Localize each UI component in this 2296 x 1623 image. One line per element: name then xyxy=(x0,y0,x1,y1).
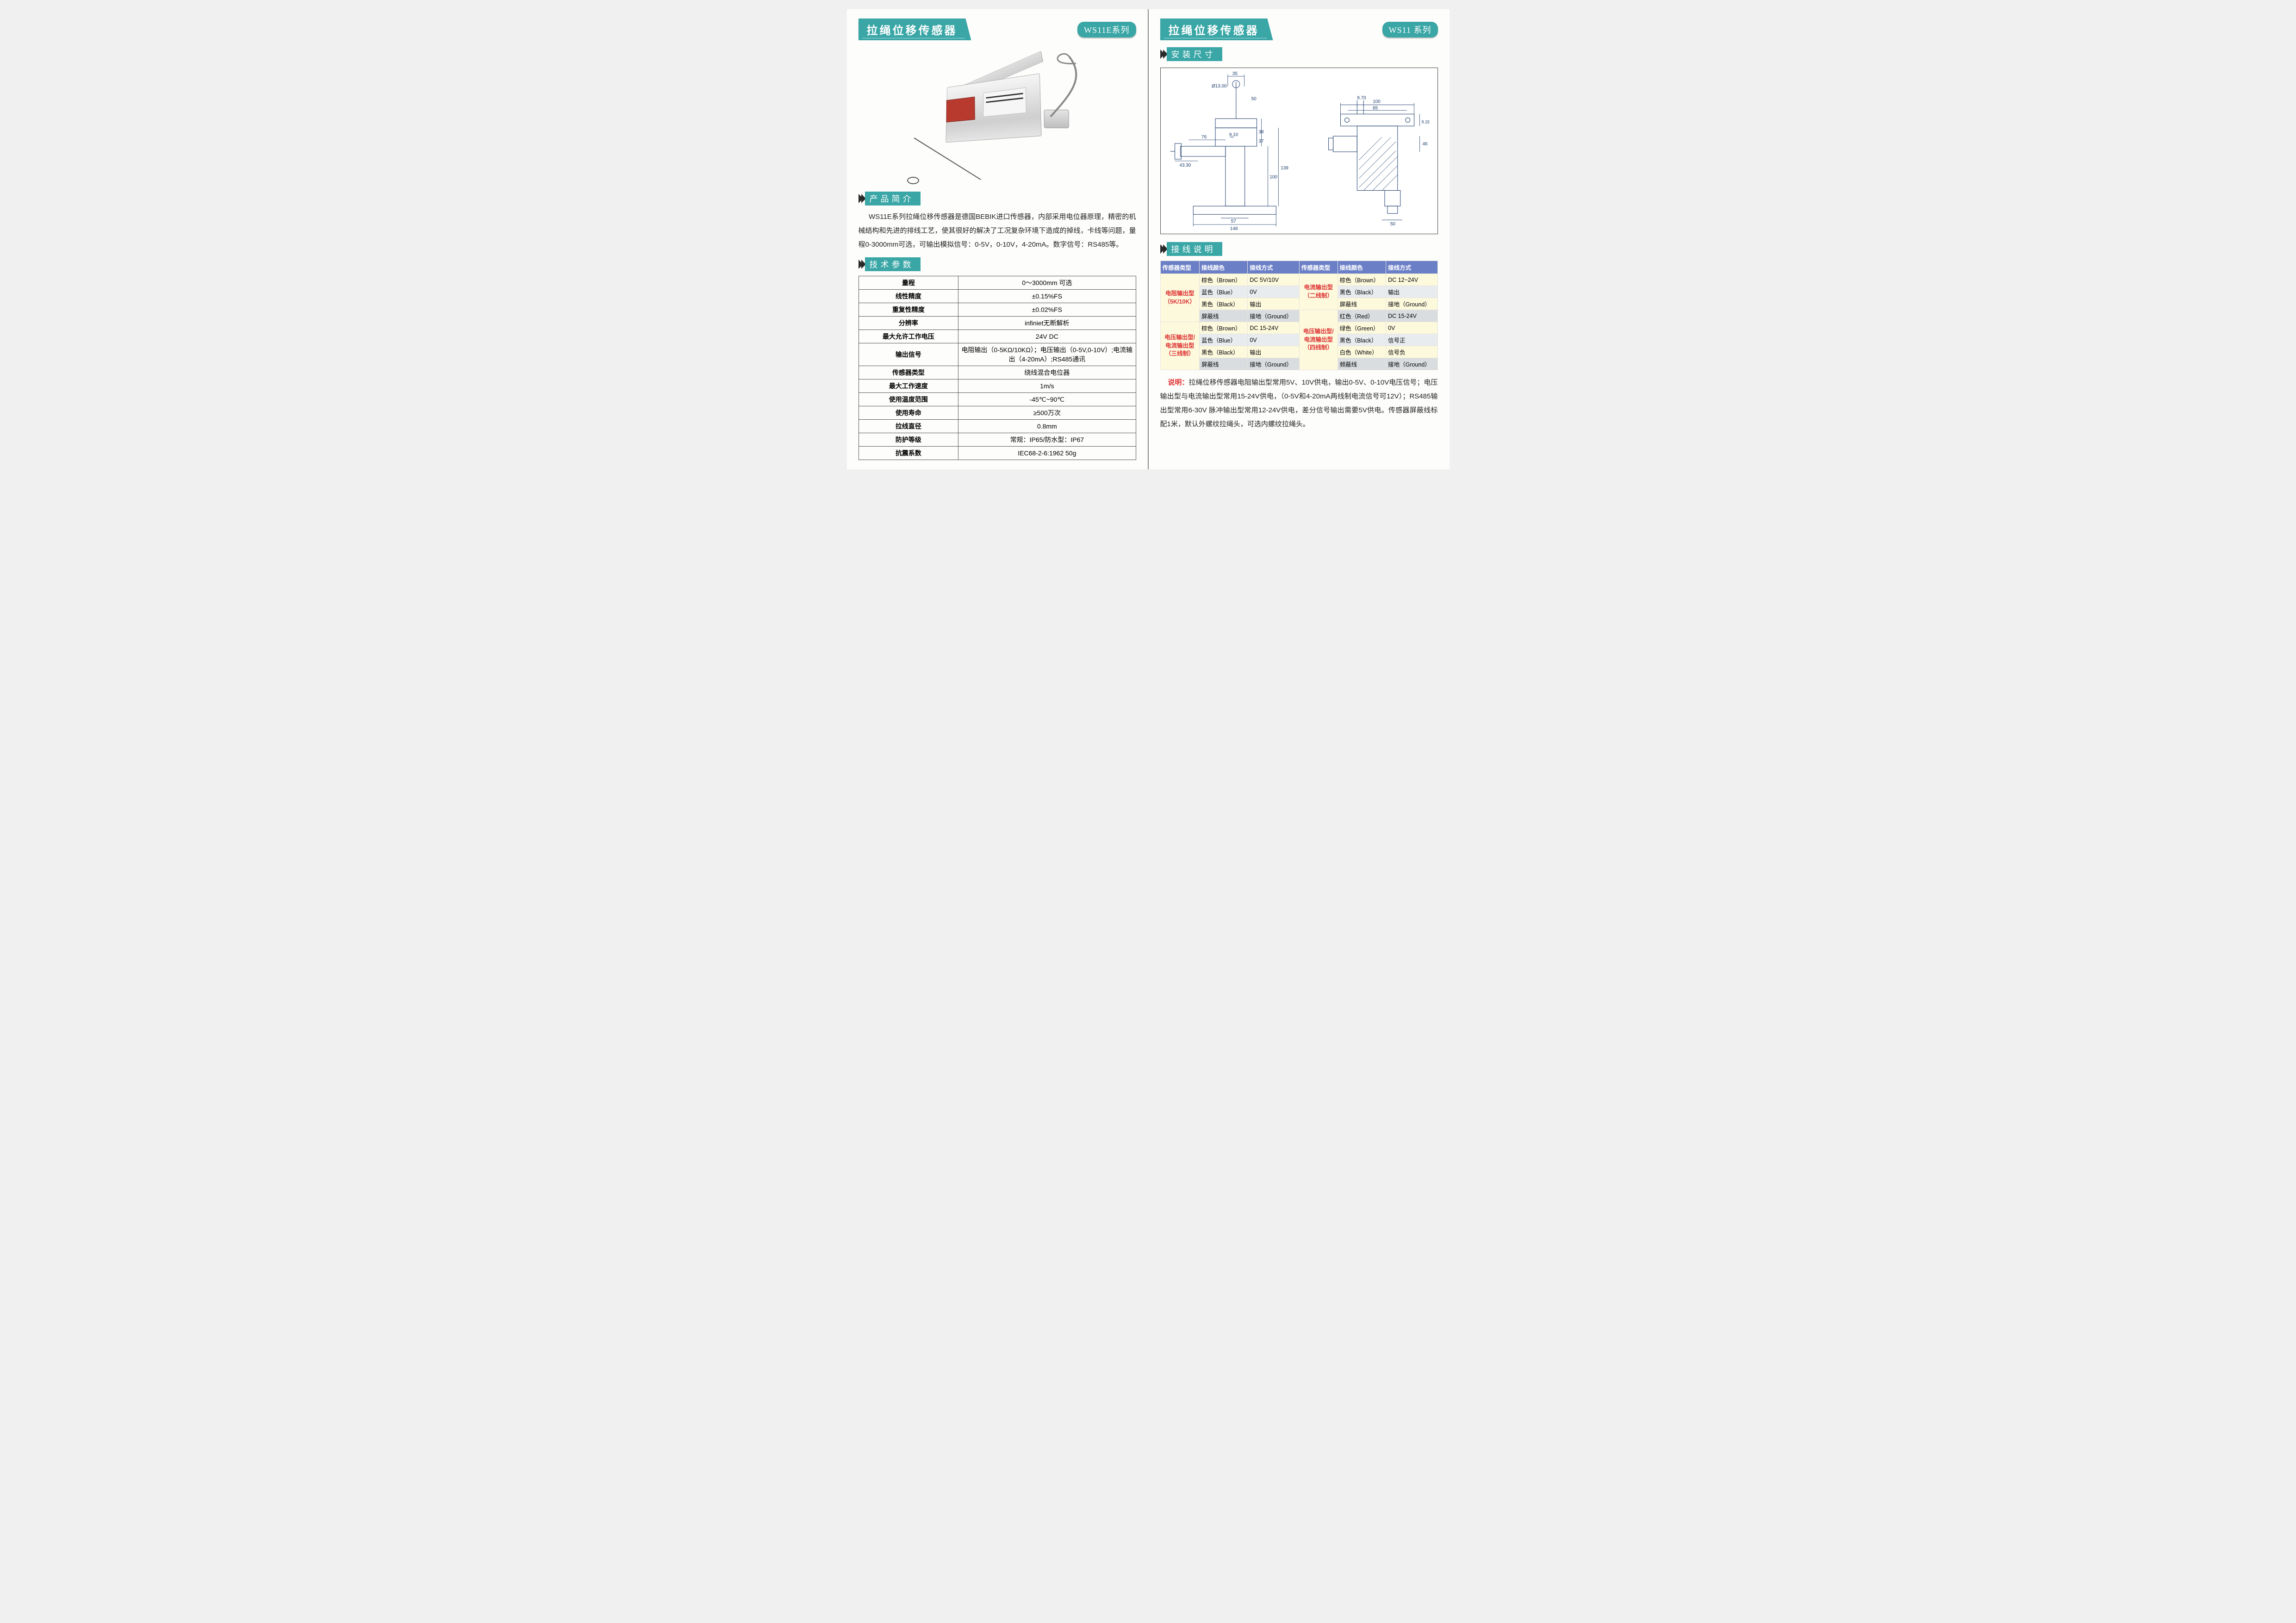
svg-text:38: 38 xyxy=(1258,130,1264,135)
dimension-drawing: 35 Ø13.00 50 9.10 76 43.30 38 37 139 100… xyxy=(1160,68,1438,234)
table-header: 传感器类型 xyxy=(1299,261,1338,274)
page-left-header: 拉绳位移传感器 WS11E系列 xyxy=(859,19,1136,40)
table-row: 输出信号电阻输出（0-5KΩ/10KΩ）；电压输出（0-5V,0-10V）;电流… xyxy=(859,343,1136,366)
section-spec-label: 技术参数 xyxy=(865,257,921,271)
table-row: 传感器类型绕线混合电位器 xyxy=(859,366,1136,379)
svg-text:37: 37 xyxy=(1258,139,1264,144)
table-row: 拉线直径0.8mm xyxy=(859,420,1136,433)
chevron-icon xyxy=(859,260,864,269)
svg-text:9.70: 9.70 xyxy=(1357,96,1366,101)
svg-text:100: 100 xyxy=(1269,175,1277,180)
svg-text:50: 50 xyxy=(1390,222,1395,227)
section-intro-label: 产品简介 xyxy=(865,192,921,205)
svg-text:76: 76 xyxy=(1201,135,1207,140)
table-row: 屏蔽线接地（Ground）电压输出型/电流输出型（四线制）红色（Red）DC 1… xyxy=(1160,310,1437,322)
section-wiring-label: 接线说明 xyxy=(1167,242,1222,256)
section-spec: 技术参数 xyxy=(859,257,1136,271)
doc-title: 拉绳位移传感器 xyxy=(859,19,971,40)
section-dim: 安装尺寸 xyxy=(1160,47,1438,61)
table-header: 接线颜色 xyxy=(1338,261,1386,274)
table-row: 抗震系数IEC68-2-6:1962 50g xyxy=(859,447,1136,460)
series-badge-right: WS11 系列 xyxy=(1382,22,1438,37)
table-row: 电阻输出型（5K/10K）棕色（Brown）DC 5V/10V电流输出型（二线制… xyxy=(1160,274,1437,286)
chevron-icon xyxy=(1160,244,1166,254)
chevron-icon xyxy=(859,194,864,203)
table-header: 传感器类型 xyxy=(1160,261,1199,274)
page-right: 拉绳位移传感器 WS11 系列 安装尺寸 xyxy=(1149,9,1450,469)
section-wiring: 接线说明 xyxy=(1160,242,1438,256)
series-badge-left: WS11E系列 xyxy=(1077,22,1136,37)
svg-text:57: 57 xyxy=(1231,219,1236,224)
svg-text:9.10: 9.10 xyxy=(1229,132,1238,137)
product-photo xyxy=(859,47,1136,186)
doc-title-r: 拉绳位移传感器 xyxy=(1160,19,1273,40)
table-row: 最大工作速度1m/s xyxy=(859,379,1136,393)
section-intro: 产品简介 xyxy=(859,192,1136,205)
svg-text:100: 100 xyxy=(1373,99,1381,105)
table-row: 黑色（Black）输出屏蔽线接地（Ground） xyxy=(1160,298,1437,310)
page-right-header: 拉绳位移传感器 WS11 系列 xyxy=(1160,19,1438,40)
table-row: 量程0～3000mm 可选 xyxy=(859,276,1136,290)
table-row: 使用寿命≥500万次 xyxy=(859,406,1136,420)
table-header: 接线方式 xyxy=(1248,261,1299,274)
table-header: 接线方式 xyxy=(1386,261,1437,274)
section-dim-label: 安装尺寸 xyxy=(1167,47,1222,61)
svg-text:139: 139 xyxy=(1281,166,1288,171)
svg-text:148: 148 xyxy=(1230,226,1238,231)
dim-labels: 35 Ø13.00 50 9.10 76 43.30 38 37 139 100… xyxy=(1179,71,1430,231)
table-row: 最大允许工作电压24V DC xyxy=(859,330,1136,343)
wiring-note: 说明：拉绳位移传感器电阻输出型常用5V、10V供电，输出0-5V、0-10V电压… xyxy=(1160,376,1438,431)
intro-text: WS11E系列拉绳位移传感器是德国BEBIK进口传感器，内部采用电位器原理，精密… xyxy=(859,210,1136,252)
svg-text:35: 35 xyxy=(1232,71,1238,76)
svg-text:43.30: 43.30 xyxy=(1179,163,1191,168)
wiring-table: 传感器类型接线颜色接线方式传感器类型接线颜色接线方式 电阻输出型（5K/10K）… xyxy=(1160,261,1438,370)
note-text: 拉绳位移传感器电阻输出型常用5V、10V供电，输出0-5V、0-10V电压信号；… xyxy=(1160,379,1438,428)
table-row: 线性精度±0.15%FS xyxy=(859,290,1136,303)
svg-text:50: 50 xyxy=(1251,97,1257,102)
svg-text:9.15: 9.15 xyxy=(1421,119,1429,124)
svg-text:85: 85 xyxy=(1373,106,1378,111)
table-row: 使用温度范围-45℃~90℃ xyxy=(859,393,1136,406)
table-row: 蓝色（Blue）0V黑色（Black）输出 xyxy=(1160,286,1437,298)
table-row: 重复性精度±0.02%FS xyxy=(859,303,1136,317)
table-row: 屏蔽线接地（Ground）频蔽线接地（Ground） xyxy=(1160,358,1437,370)
chevron-icon xyxy=(1160,50,1166,59)
table-row: 黑色（Black）输出白色（White）信号负 xyxy=(1160,346,1437,358)
table-row: 分辨率infiniet无断解析 xyxy=(859,317,1136,330)
svg-text:Ø13.00: Ø13.00 xyxy=(1212,84,1227,89)
table-row: 电压输出型/电流输出型（三线制）棕色（Brown）DC 15-24V绿色（Gre… xyxy=(1160,322,1437,334)
note-label: 说明： xyxy=(1168,379,1188,386)
table-header: 接线颜色 xyxy=(1199,261,1247,274)
table-row: 防护等级常规：IP65/防水型：IP67 xyxy=(859,433,1136,447)
svg-text:46: 46 xyxy=(1422,142,1428,147)
page-left: 拉绳位移传感器 WS11E系列 产品简介 WS11E系列拉绳位移传感器是德国BE… xyxy=(847,9,1148,469)
spec-table: 量程0～3000mm 可选线性精度±0.15%FS重复性精度±0.02%FS分辨… xyxy=(859,276,1136,460)
table-row: 蓝色（Blue）0V黑色（Black）信号正 xyxy=(1160,334,1437,346)
